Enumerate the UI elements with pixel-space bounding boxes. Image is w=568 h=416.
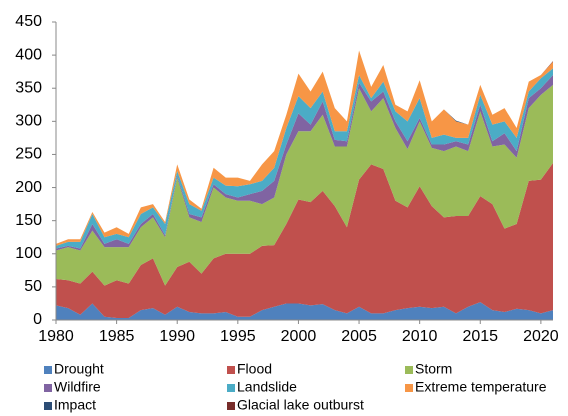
x-tick-label: 2000 <box>281 328 317 345</box>
x-tick-label: 2010 <box>402 328 438 345</box>
x-tick-label: 2005 <box>341 328 377 345</box>
y-tick-label: 400 <box>15 46 42 63</box>
x-tick-label: 2015 <box>462 328 498 345</box>
y-tick-label: 200 <box>15 179 42 196</box>
legend-swatch <box>44 366 52 374</box>
x-tick-label: 2020 <box>523 328 559 345</box>
legend-swatch <box>227 402 235 410</box>
legend-label: Landslide <box>237 379 297 395</box>
y-tick-label: 250 <box>15 146 42 163</box>
legend-label: Impact <box>54 397 96 413</box>
y-tick-label: 50 <box>24 278 42 295</box>
x-tick-label: 1990 <box>159 328 195 345</box>
y-tick-label: 100 <box>15 245 42 262</box>
area <box>56 84 553 286</box>
area <box>56 302 553 320</box>
legend-swatch <box>44 402 52 410</box>
x-tick-label: 1995 <box>220 328 256 345</box>
x-tick-label: 1980 <box>38 328 74 345</box>
y-tick-label: 150 <box>15 212 42 229</box>
area <box>56 50 553 246</box>
y-tick-label: 450 <box>15 13 42 30</box>
x-tick-label: 1985 <box>99 328 135 345</box>
legend-swatch <box>44 384 52 392</box>
legend-label: Extreme temperature <box>415 379 547 395</box>
y-tick-label: 350 <box>15 79 42 96</box>
y-tick-label: 300 <box>15 113 42 130</box>
legend-swatch <box>405 366 413 374</box>
legend-label: Flood <box>237 361 272 377</box>
legend-label: Glacial lake outburst <box>237 397 364 413</box>
area <box>56 163 553 319</box>
legend-swatch <box>227 366 235 374</box>
legend-label: Storm <box>415 361 452 377</box>
legend-swatch <box>405 384 413 392</box>
legend-swatch <box>227 384 235 392</box>
legend-label: Wildfire <box>54 379 101 395</box>
y-tick-label: 0 <box>33 311 42 328</box>
legend-label: Drought <box>54 361 104 377</box>
area <box>56 68 553 249</box>
